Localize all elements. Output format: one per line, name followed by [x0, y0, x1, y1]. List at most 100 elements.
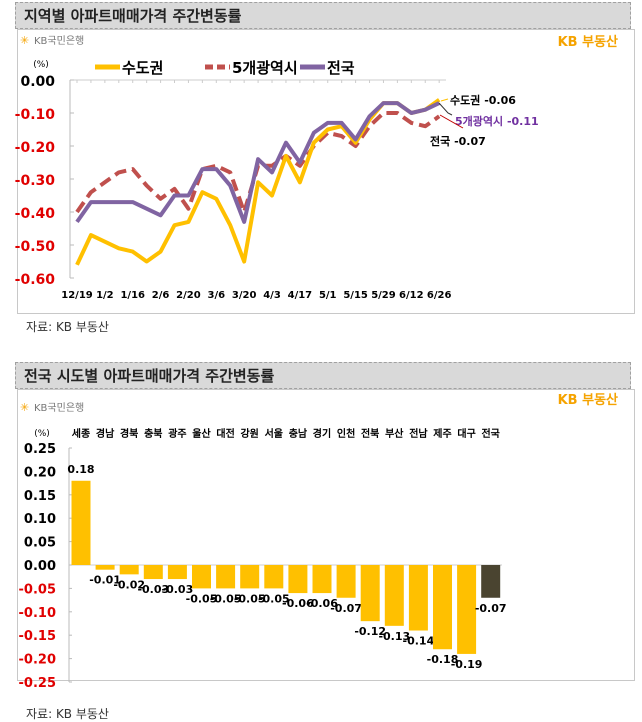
legend-label: 5개광역시: [232, 59, 298, 77]
kb-realestate-logo: KB 부동산: [558, 34, 618, 50]
x-tick-label: 6/26: [427, 290, 452, 301]
bar-전남: [408, 565, 428, 631]
y-tick-label: 0.05: [24, 536, 56, 551]
x-tick-label: 5/1: [319, 290, 337, 301]
y-tick-label: -0.20: [15, 140, 56, 156]
data-label: -0.05: [234, 592, 266, 605]
data-label: -0.18: [427, 653, 459, 666]
y-tick-label: 0.15: [24, 489, 56, 504]
bar-전국: [481, 565, 501, 598]
category-label: 강원: [240, 427, 258, 440]
y-tick-label: -0.30: [15, 173, 56, 189]
x-tick-label: 1/2: [96, 290, 114, 301]
category-label: 세종: [72, 427, 90, 440]
leader-line: [438, 102, 453, 116]
category-label: 경남: [96, 427, 115, 440]
y-tick-label: 0.00: [24, 559, 56, 574]
x-tick-label: 2/6: [152, 290, 170, 301]
kb-bank-logo: ✳ KB국민은행 ✳ KB국민은행: [20, 34, 84, 414]
y-tick-label: -0.60: [15, 272, 56, 288]
data-label: -0.01: [89, 574, 121, 587]
kb-realestate-logo: KB 부동산: [558, 392, 618, 408]
category-label: 인천: [337, 427, 355, 440]
y-tick-label: -0.15: [19, 629, 56, 644]
category-label: 경기: [313, 427, 331, 440]
x-tick-label: 3/6: [208, 290, 226, 301]
source-note-1: 자료: KB 부동산: [26, 320, 109, 334]
category-label: 대구: [457, 427, 475, 440]
bar-충남: [288, 565, 308, 594]
category-label: 경북: [120, 427, 138, 440]
leader-line: [440, 98, 449, 102]
x-tick-label: 2/20: [176, 290, 201, 301]
bar-세종: [71, 480, 91, 565]
bar-부산: [384, 565, 404, 626]
category-label: 서울: [265, 427, 283, 440]
bank-name: KB국민은행: [34, 35, 84, 47]
y-axis-unit: (%): [34, 429, 50, 439]
bar-서울: [264, 565, 284, 589]
x-tick-label: 4/17: [288, 290, 313, 301]
category-label: 전남: [409, 427, 428, 440]
x-tick-label: 12/19: [61, 290, 93, 301]
x-tick-label: 5/29: [371, 290, 396, 301]
end-label: 5개광역시 -0.11: [455, 114, 539, 128]
x-tick-label: 6/12: [399, 290, 424, 301]
end-label: 전국 -0.07: [430, 134, 486, 148]
series-line-전국: [75, 101, 441, 224]
data-label: -0.06: [282, 597, 314, 610]
y-tick-label: -0.10: [19, 606, 56, 621]
bar-대전: [216, 565, 236, 589]
y-tick-label: -0.50: [15, 239, 56, 255]
y-tick-label: -0.25: [19, 676, 56, 691]
legend-label: 수도권: [122, 59, 163, 77]
y-axis-unit: (%): [33, 60, 49, 70]
bar-chart-title: 전국 시도별 아파트매매가격 주간변동률: [15, 362, 631, 389]
star-icon: ✳: [20, 401, 29, 414]
series-line-수도권: [75, 98, 441, 266]
category-label: 전국: [481, 427, 499, 440]
bar-울산: [192, 565, 211, 589]
x-tick-label: 4/3: [263, 290, 281, 301]
y-tick-label: 0.25: [24, 442, 56, 457]
data-label: -0.03: [137, 583, 169, 596]
x-tick-label: 5/15: [343, 290, 368, 301]
category-label: 울산: [192, 427, 211, 440]
category-label: 부산: [385, 427, 404, 440]
data-label: -0.03: [162, 583, 194, 596]
x-tick-label: 1/16: [120, 290, 145, 301]
end-label: 수도권 -0.06: [450, 94, 516, 107]
bar-경기: [312, 565, 332, 594]
data-label: -0.02: [113, 578, 145, 591]
bar-경남: [95, 565, 115, 570]
bar-강원: [240, 565, 260, 589]
data-label: -0.14: [403, 635, 435, 648]
data-label: -0.12: [354, 625, 386, 638]
category-label: 전북: [361, 427, 379, 440]
y-tick-label: -0.20: [19, 653, 56, 668]
bar-chart-panel: [17, 389, 635, 681]
data-label: -0.13: [378, 630, 410, 643]
y-tick-label: 0.10: [24, 512, 56, 527]
y-tick-label: 0.00: [20, 74, 55, 90]
leader-line: [439, 114, 464, 129]
data-label: -0.07: [330, 602, 362, 615]
data-label: -0.05: [258, 592, 290, 605]
legend-label: 전국: [327, 59, 355, 77]
x-tick-label: 3/20: [232, 290, 257, 301]
y-tick-label: -0.05: [19, 582, 56, 597]
data-label: -0.19: [451, 658, 483, 671]
bar-충북: [143, 565, 163, 580]
category-label: 제주: [433, 427, 451, 440]
star-icon: ✳: [20, 34, 29, 47]
y-tick-label: -0.10: [15, 107, 56, 123]
data-label: -0.07: [475, 602, 507, 615]
data-label: 0.18: [67, 463, 94, 476]
y-tick-label: -0.40: [15, 206, 56, 222]
data-label: -0.06: [306, 597, 338, 610]
category-label: 광주: [168, 428, 186, 440]
bar-경북: [119, 565, 139, 575]
data-label: -0.05: [210, 592, 242, 605]
bar-대구: [457, 565, 477, 654]
